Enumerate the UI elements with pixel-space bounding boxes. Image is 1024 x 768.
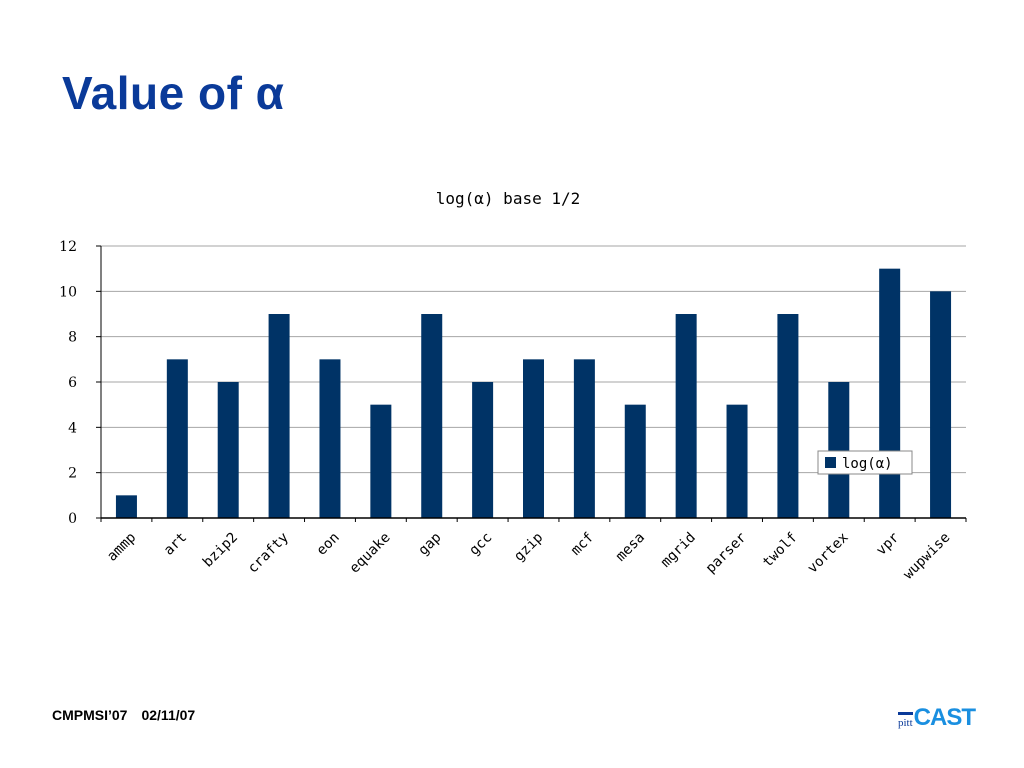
x-tick-label: art [161,530,190,559]
legend: log(α) [817,450,913,475]
bar-mgrid [675,314,697,518]
x-tick-label: mcf [568,530,597,559]
bar-art [166,359,188,518]
y-tick-label: 4 [68,420,77,436]
x-tick-label: mgrid [658,530,699,571]
x-tick-label: eon [314,530,343,559]
logo-pitt-text: pitt [898,712,913,729]
x-tick-label: twolf [760,530,801,571]
bar-mcf [573,359,595,518]
legend-box [817,450,913,475]
y-tick-label: 8 [68,330,77,346]
bar-vpr [879,268,901,518]
bar-twolf [777,314,799,518]
bar-vortex [828,382,850,518]
y-tick-label: 10 [59,284,77,300]
chart-title: log(α) base 1/2 [436,189,581,208]
x-tick-label: bzip2 [200,530,241,571]
logo-cast-text: CAST [913,704,976,731]
bar-gcc [472,382,494,518]
x-tick-label: ammp [104,530,139,565]
x-axis [100,517,967,522]
y-tick-label: 12 [59,239,77,255]
x-tick-label: gcc [466,530,495,559]
bar-gap [421,314,443,518]
x-tick-label: equake [347,530,394,577]
x-tick-label: vortex [805,530,852,577]
pitt-cast-logo: pitt CAST [898,702,976,731]
x-tick-label: wupwise [900,530,953,583]
x-tick-label: parser [703,530,750,577]
slide-title: Value of α [62,67,285,119]
x-tick-label: gzip [511,530,546,565]
legend-swatch [825,457,836,468]
bar-mesa [624,404,646,518]
bars [115,268,952,518]
bar-gzip [523,359,544,518]
y-axis: 0 2 4 6 8 10 12 [59,239,102,527]
bar-ammp [115,495,137,518]
x-tick-label: vpr [873,530,902,559]
legend-label: log(α) [842,456,893,472]
bar-parser [726,404,748,518]
bar-crafty [268,314,290,518]
footer-date: 02/11/07 [141,707,196,723]
bar-bzip2 [217,382,239,518]
x-tick-labels: ammp art bzip2 crafty eon equake gap gcc gzip mcf… [104,530,953,583]
y-tick-label: 2 [68,466,77,482]
x-tick-label: mesa [613,530,648,565]
footer: CMPMSI’07 02/11/07 [52,707,195,723]
y-tick-label: 6 [68,375,77,391]
x-tick-label: gap [415,530,444,559]
footer-conference: CMPMSI’07 [52,707,128,723]
bar-eon [319,359,341,518]
x-tick-label: crafty [245,530,292,577]
y-tick-label: 0 [68,511,77,527]
bar-wupwise [930,291,952,518]
bar-equake [370,404,392,518]
